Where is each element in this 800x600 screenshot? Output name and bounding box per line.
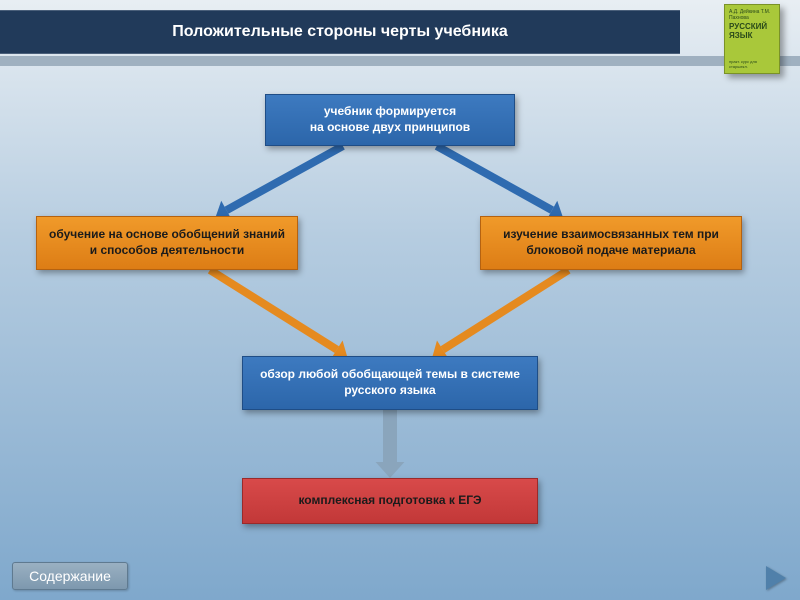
node-top: учебник формируется на основе двух принц… bbox=[265, 94, 515, 146]
contents-button[interactable]: Содержание bbox=[12, 562, 128, 590]
slide: Положительные стороны черты учебника А.Д… bbox=[0, 0, 800, 600]
title-bar: Положительные стороны черты учебника bbox=[0, 10, 680, 54]
node-right-label: изучение взаимосвязанных тем при блоково… bbox=[493, 227, 729, 258]
next-slide-arrow-icon[interactable] bbox=[766, 566, 786, 590]
node-left-label: обучение на основе обобщений знаний и сп… bbox=[49, 227, 285, 258]
node-left: обучение на основе обобщений знаний и сп… bbox=[36, 216, 298, 270]
contents-button-label: Содержание bbox=[29, 568, 111, 584]
book-author: А.Д. Дейкина Т.М. Пахнова bbox=[729, 9, 775, 21]
node-top-label: учебник формируется на основе двух принц… bbox=[310, 104, 470, 135]
arrow-shaft-3 bbox=[443, 270, 569, 350]
node-right: изучение взаимосвязанных тем при блоково… bbox=[480, 216, 742, 270]
node-mid-label: обзор любой обобщающей темы в системе ру… bbox=[255, 367, 525, 398]
arrow-head-4 bbox=[376, 462, 405, 478]
arrow-shaft-0 bbox=[226, 146, 342, 210]
arrow-shaft-2 bbox=[210, 270, 337, 350]
book-title: РУССКИЙ ЯЗЫК bbox=[729, 22, 775, 40]
node-bot: комплексная подготовка к ЕГЭ bbox=[242, 478, 538, 524]
node-bot-label: комплексная подготовка к ЕГЭ bbox=[298, 493, 481, 509]
titlebar-underline bbox=[0, 56, 800, 66]
book-subtitle: практ. курс для старшекл. bbox=[729, 59, 775, 69]
node-mid: обзор любой обобщающей темы в системе ру… bbox=[242, 356, 538, 410]
title-text: Положительные стороны черты учебника bbox=[172, 23, 507, 41]
arrow-shaft-1 bbox=[437, 146, 552, 210]
book-thumbnail: А.Д. Дейкина Т.М. Пахнова РУССКИЙ ЯЗЫК п… bbox=[724, 4, 780, 74]
